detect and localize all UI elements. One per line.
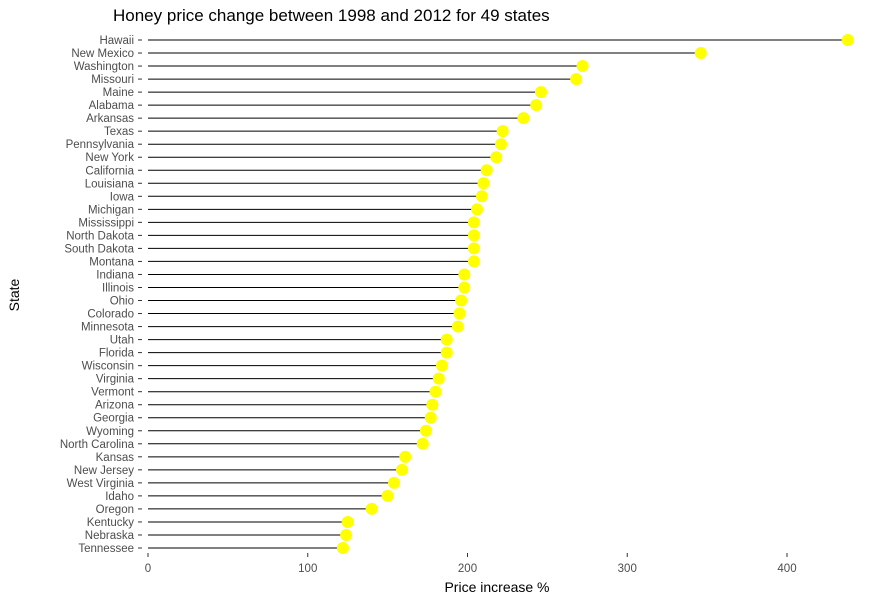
y-tick-label: Pennsylvania: [66, 139, 135, 151]
data-point: [534, 86, 547, 99]
x-tick-label: 300: [618, 563, 637, 575]
y-tick-label: Minnesota: [81, 322, 135, 334]
y-tick-label: Michigan: [88, 204, 134, 216]
y-tick-label: Wyoming: [86, 426, 134, 438]
data-point: [576, 60, 589, 73]
y-tick-label: Ohio: [110, 296, 134, 308]
data-point: [841, 34, 854, 46]
y-tick-label: North Carolina: [60, 439, 135, 451]
data-point: [570, 73, 583, 86]
y-tick-label: Alabama: [89, 100, 135, 112]
data-point: [388, 476, 401, 489]
data-point: [480, 164, 493, 177]
data-point: [467, 242, 480, 255]
data-point: [694, 47, 707, 60]
y-tick-label: Georgia: [93, 413, 135, 425]
y-tick-label: South Dakota: [64, 243, 134, 255]
data-point: [440, 333, 453, 346]
y-tick-label: Iowa: [110, 191, 135, 203]
x-axis-title: Price increase %: [444, 579, 549, 595]
y-tick-label: Vermont: [91, 387, 135, 399]
x-tick-label: 400: [777, 563, 796, 575]
y-tick-label: Tennessee: [78, 543, 134, 555]
y-tick-label: Oregon: [96, 504, 134, 516]
data-point: [341, 515, 354, 528]
y-tick-label: Arkansas: [86, 113, 134, 125]
data-point: [475, 190, 488, 203]
y-tick-label: New Mexico: [71, 48, 134, 60]
y-tick-label: Mississippi: [78, 217, 134, 229]
data-point: [467, 255, 480, 268]
y-tick-label: West Virginia: [67, 478, 135, 490]
y-tick-label: Wisconsin: [82, 361, 134, 373]
data-point: [467, 216, 480, 229]
x-tick-label: 100: [298, 563, 317, 575]
y-tick-label: Montana: [89, 256, 134, 268]
y-tick-label: Idaho: [105, 491, 134, 503]
x-axis: 0 100 200 300 400: [145, 553, 797, 575]
y-tick-label: New York: [85, 152, 134, 164]
stem-layer: [148, 39, 848, 549]
data-point: [451, 320, 464, 333]
data-point: [336, 542, 349, 554]
y-tick-label: Virginia: [96, 374, 135, 386]
data-point: [340, 528, 353, 541]
y-tick-label: Missouri: [91, 74, 134, 86]
data-point: [467, 229, 480, 242]
data-point: [435, 359, 448, 372]
data-point: [419, 424, 432, 437]
data-point: [530, 99, 543, 112]
y-tick-label: Arizona: [95, 400, 135, 412]
data-point: [455, 294, 468, 307]
data-point: [453, 307, 466, 320]
y-axis-title: State: [6, 278, 22, 311]
y-tick-label: Florida: [99, 348, 135, 360]
data-point: [471, 203, 484, 216]
y-tick-label: Colorado: [87, 309, 134, 321]
x-tick-label: 200: [458, 563, 477, 575]
y-tick-label: Hawaii: [99, 35, 134, 47]
data-point: [496, 125, 509, 138]
y-tick-label: Texas: [104, 126, 134, 138]
y-tick-label: Utah: [110, 335, 134, 347]
data-point: [416, 437, 429, 450]
data-point: [381, 489, 394, 502]
data-point: [424, 411, 437, 424]
y-tick-label: Louisiana: [85, 178, 135, 190]
x-tick-label: 0: [145, 563, 151, 575]
data-point: [477, 177, 490, 190]
data-point: [399, 450, 412, 463]
y-tick-label: North Dakota: [66, 230, 134, 242]
data-point: [432, 372, 445, 385]
chart-title: Honey price change between 1998 and 2012…: [113, 6, 550, 25]
y-tick-label: Indiana: [96, 269, 134, 281]
data-point: [440, 346, 453, 359]
data-point: [365, 502, 378, 515]
y-tick-label: Maine: [103, 87, 134, 99]
data-point: [517, 112, 530, 125]
y-tick-label: Illinois: [102, 282, 134, 294]
y-tick-label: California: [85, 165, 134, 177]
data-point: [396, 463, 409, 476]
y-tick-label: Kentucky: [87, 517, 135, 529]
point-layer: [336, 34, 854, 554]
data-point: [495, 138, 508, 151]
data-point: [426, 398, 439, 411]
y-tick-label: Nebraska: [85, 530, 135, 542]
y-tick-label: New Jersey: [74, 465, 134, 477]
data-point: [490, 151, 503, 164]
data-point: [429, 385, 442, 398]
data-point: [458, 268, 471, 281]
y-tick-label: Kansas: [96, 452, 135, 464]
data-point: [458, 281, 471, 294]
y-tick-label: Washington: [74, 61, 134, 73]
